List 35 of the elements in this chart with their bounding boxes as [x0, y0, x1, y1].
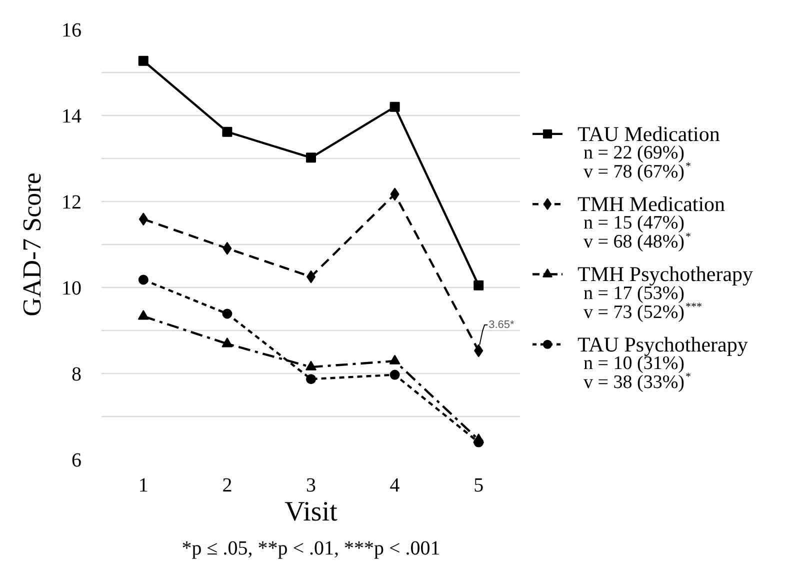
text: *p ≤ .05, **p < .01, ***p < .001 — [182, 538, 440, 560]
point — [138, 310, 149, 320]
x-tick-label: 3 — [306, 474, 316, 496]
point — [474, 344, 484, 358]
point — [222, 126, 232, 137]
point — [222, 338, 233, 348]
x-tick-label: 2 — [222, 474, 232, 496]
y-tick-label: 12 — [62, 192, 82, 214]
point — [306, 374, 316, 384]
y-tick-label: 16 — [62, 20, 82, 42]
point — [390, 370, 400, 380]
x-axis-title: Visit — [284, 496, 338, 528]
point — [390, 102, 400, 112]
x-tick-label: 4 — [390, 474, 400, 496]
y-tick-label: 6 — [72, 450, 82, 472]
legend-label: TAU Psychotherapy — [578, 332, 748, 356]
point — [473, 433, 484, 444]
x-tick-label: 5 — [474, 474, 484, 496]
point — [138, 274, 148, 285]
y-axis-title: GAD-7 Score — [18, 172, 46, 316]
point — [306, 360, 316, 370]
annotation: 3.65* — [488, 318, 516, 331]
point — [389, 354, 400, 364]
point — [222, 242, 232, 255]
legend-label: TMH Psychotherapy — [578, 262, 754, 286]
x-tick-label: 1 — [138, 474, 148, 496]
y-tick-label: 14 — [62, 106, 82, 128]
point — [474, 280, 484, 290]
point — [306, 152, 316, 163]
y-tick-label: 8 — [72, 364, 82, 386]
y-tick-label: 10 — [62, 278, 82, 300]
point — [138, 212, 148, 226]
point — [222, 308, 232, 319]
point — [390, 188, 400, 201]
point — [138, 56, 148, 66]
